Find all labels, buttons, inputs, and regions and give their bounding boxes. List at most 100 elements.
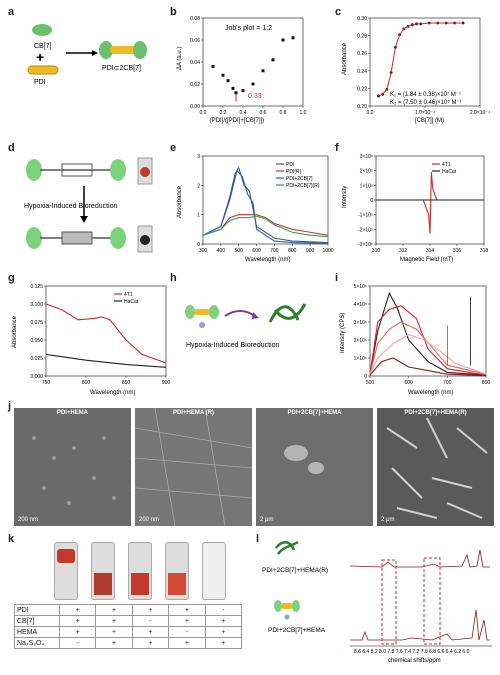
legend-label: HaCat (124, 299, 139, 305)
y-tick-label: 0.28 (357, 34, 367, 40)
y-tick-label: 0.06 (190, 38, 200, 44)
y-tick-label: 0.30 (357, 16, 367, 22)
sem-image-row: PDI+HEMA 200 nm PDI+HEMA (R) 200 nm PDI+… (14, 408, 494, 526)
x-tick-label: 300 (199, 248, 208, 254)
table-cell: + (204, 626, 243, 638)
legend-label: HaCat (442, 169, 457, 175)
legend-label: 4T1 (442, 162, 451, 168)
complex-after-icon (26, 227, 126, 249)
y-tick-label: -3×10⁵ (358, 242, 373, 248)
x-tick-label: 400 (217, 248, 226, 254)
e-ylabel: Absorbance (177, 185, 183, 218)
series-line-s2 (369, 305, 487, 376)
sem-scale-1: 200 nm (18, 517, 39, 523)
y-tick-label: 0.20 (357, 104, 367, 110)
y-tick-label: 2×10⁵ (354, 338, 367, 344)
y-tick-label: 0 (364, 374, 367, 380)
x-tick-label: 800 (482, 380, 491, 386)
y-tick-label: 0.000 (30, 374, 43, 380)
table-cell: PDI (14, 604, 60, 616)
sem-scale-3: 2 μm (260, 517, 274, 523)
x-tick-label: 900 (306, 248, 315, 254)
x-tick-label: 1.0 (300, 110, 307, 116)
data-point (234, 91, 238, 95)
legend-label: PDI(R) (286, 169, 302, 175)
panel-k: PDI + + + + - CB[7] + + - + + HEMA + + + - + Na₂S₂O₄ - + + + + (14, 540, 244, 670)
table-cell: + (95, 615, 133, 627)
complex-label: PDI⊂2CB[7] (102, 65, 141, 72)
svg-text:+: + (36, 49, 44, 65)
y-tick-label: 0 (370, 198, 373, 204)
series-line-s3 (369, 321, 487, 375)
panel-a-scheme: CB[7] + PDI PDI⊂2CB[7] (20, 18, 150, 88)
plot-frame (202, 155, 329, 245)
sem-image-2: PDI+HEMA (R) 200 nm (135, 408, 252, 526)
table-row: CB[7] + + - + + (14, 615, 243, 627)
y-tick-label: 1×10⁵ (360, 183, 373, 189)
table-cell: CB[7] (14, 615, 60, 627)
vial-5 (202, 542, 226, 600)
y-tick-label: 0.025 (30, 356, 43, 362)
data-point (271, 58, 275, 62)
sem-scale-2: 200 nm (139, 517, 160, 523)
h-caption: Hypoxia-Induced Bioreduction (186, 342, 279, 349)
data-point (231, 86, 235, 90)
x-tick-label: 900 (162, 380, 171, 386)
d-caption: Hypoxia-Induced Bioreduction (24, 203, 117, 210)
l-ticks: 8.6 8.4 8.2 8.0 7.8 7.6 7.4 7.2 7.0 6.8 … (354, 649, 470, 655)
y-tick-label: 0.00 (190, 104, 200, 110)
polymer-network-icon (268, 303, 307, 323)
x-tick-label: 600 (252, 248, 261, 254)
f-ylabel: Intensity (342, 186, 348, 208)
legend-label: PDI+2CB[7] (286, 176, 313, 182)
table-cell: + (58, 604, 97, 616)
e-xlabel: Wavelength (nm) (245, 257, 290, 263)
y-tick-label: 2×10⁵ (360, 169, 373, 175)
sem-scale-4: 2 μm (381, 517, 395, 523)
plot-frame (369, 285, 487, 377)
b-ylabel: ΔA (a.u.) (177, 47, 183, 70)
x-tick-label: 0.4 (240, 110, 247, 116)
l-xlabel: chemical shifts/ppm (388, 658, 441, 664)
table-cell: + (58, 626, 97, 638)
highlight-box-1 (381, 559, 397, 645)
x-tick-label: 316 (453, 248, 462, 254)
l-top-label: PDI+2CB[7]+HEMA(R) (262, 567, 328, 574)
c-ylabel: Absorbance (342, 42, 348, 75)
highlight-box-2 (423, 557, 441, 645)
k1-text: K₁ = (1.84 ± 0.38)×10⁷ M⁻¹ (390, 91, 461, 98)
vial-3 (128, 542, 152, 600)
table-cell: - (168, 626, 206, 638)
pdi-label: PDI (34, 79, 46, 86)
series-line-pdi (202, 166, 329, 244)
panel-label-f: f (335, 142, 339, 154)
x-tick-label: 0.6 (260, 110, 267, 116)
x-tick-label: 500 (235, 248, 244, 254)
chart-c: K₁ = (1.84 ± 0.38)×10⁷ M⁻¹ K₂ = (7.50 ± … (342, 16, 490, 124)
sem-title-2: PDI+HEMA (R) (173, 410, 214, 416)
table-cell: - (131, 615, 170, 627)
panel-l: PDI+2CB[7]+HEMA(R) PDI+2CB[7]+HEMA 8.6 8… (262, 540, 494, 670)
l-bottom-label: PDI+2CB[7]+HEMA (268, 627, 326, 634)
chart-e: Absorbance Wavelength (nm) 300 400 500 600 7… (177, 154, 334, 263)
y-tick-label: 3×10⁵ (354, 320, 367, 326)
table-cell: - (58, 637, 97, 649)
x-tick-label: 750 (42, 380, 51, 386)
panel-h-scheme: Hypoxia-Induced Bioreduction (180, 292, 330, 362)
series-line-4t1 (45, 303, 167, 364)
y-tick-label: 0.02 (190, 82, 200, 88)
min-label: 0.33 (248, 93, 262, 100)
legend-label: 4T1 (124, 292, 133, 298)
y-tick-label: 0.050 (30, 338, 43, 344)
sem-title-1: PDI+HEMA (56, 410, 89, 416)
panel-label-k: k (8, 533, 15, 545)
table-cell: + (168, 615, 206, 627)
panel-label-a: a (8, 6, 15, 18)
panel-label-j: j (8, 400, 12, 412)
panel-label-b: b (170, 6, 177, 18)
x-tick-label: 800 (82, 380, 91, 386)
data-point (261, 69, 265, 73)
y-tick-label: 1 (197, 213, 200, 219)
aggregate-texture (284, 445, 324, 474)
table-cell: + (204, 615, 243, 627)
